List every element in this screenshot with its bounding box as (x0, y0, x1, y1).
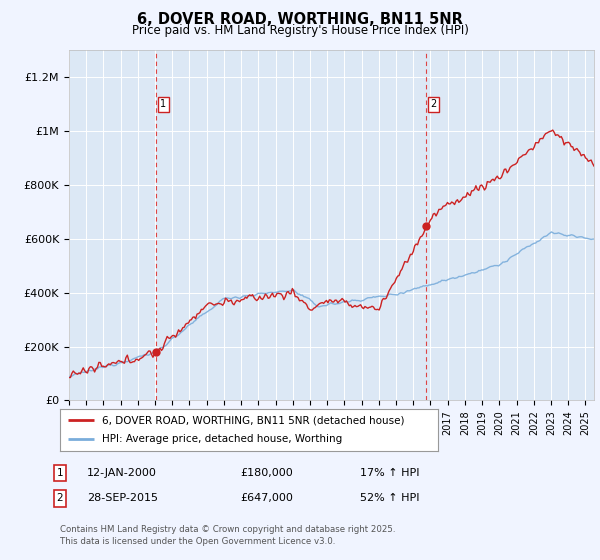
Text: 1: 1 (56, 468, 64, 478)
Text: Price paid vs. HM Land Registry's House Price Index (HPI): Price paid vs. HM Land Registry's House … (131, 24, 469, 37)
Text: 2: 2 (430, 99, 437, 109)
Text: 52% ↑ HPI: 52% ↑ HPI (360, 493, 419, 503)
Text: HPI: Average price, detached house, Worthing: HPI: Average price, detached house, Wort… (101, 435, 342, 445)
Text: Contains HM Land Registry data © Crown copyright and database right 2025.
This d: Contains HM Land Registry data © Crown c… (60, 525, 395, 546)
Text: 1: 1 (160, 99, 166, 109)
Text: 2: 2 (56, 493, 64, 503)
Text: 28-SEP-2015: 28-SEP-2015 (87, 493, 158, 503)
Text: 12-JAN-2000: 12-JAN-2000 (87, 468, 157, 478)
Text: £647,000: £647,000 (240, 493, 293, 503)
Text: 6, DOVER ROAD, WORTHING, BN11 5NR (detached house): 6, DOVER ROAD, WORTHING, BN11 5NR (detac… (101, 415, 404, 425)
Text: £180,000: £180,000 (240, 468, 293, 478)
Text: 6, DOVER ROAD, WORTHING, BN11 5NR: 6, DOVER ROAD, WORTHING, BN11 5NR (137, 12, 463, 27)
Text: 17% ↑ HPI: 17% ↑ HPI (360, 468, 419, 478)
